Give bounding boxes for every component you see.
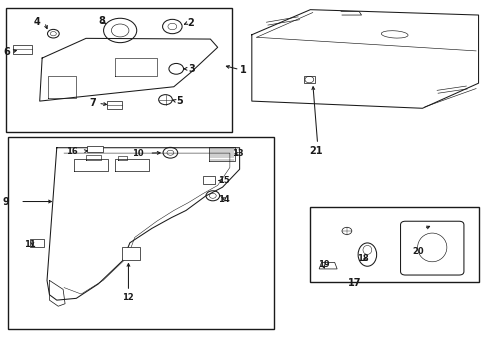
Text: 12: 12 bbox=[122, 293, 133, 302]
Text: 15: 15 bbox=[217, 176, 229, 185]
Text: 21: 21 bbox=[309, 146, 322, 156]
Text: 6: 6 bbox=[4, 46, 10, 57]
Text: 9: 9 bbox=[2, 197, 9, 207]
Text: 1: 1 bbox=[239, 64, 246, 75]
Text: 4: 4 bbox=[34, 17, 41, 27]
Text: 2: 2 bbox=[187, 18, 194, 28]
Text: 7: 7 bbox=[89, 98, 96, 108]
Bar bbox=[13, 45, 32, 54]
Text: 20: 20 bbox=[412, 247, 424, 256]
Bar bbox=[203, 176, 215, 184]
Bar bbox=[87, 146, 103, 152]
Text: 11: 11 bbox=[24, 240, 36, 249]
Polygon shape bbox=[319, 262, 336, 269]
Bar bbox=[310, 207, 478, 282]
Text: 5: 5 bbox=[176, 96, 183, 106]
Text: 17: 17 bbox=[347, 278, 361, 288]
Text: 3: 3 bbox=[188, 64, 195, 74]
Bar bbox=[107, 101, 122, 109]
Bar bbox=[8, 137, 273, 329]
Bar bbox=[5, 8, 232, 132]
Text: 19: 19 bbox=[318, 260, 329, 269]
Text: 8: 8 bbox=[98, 17, 105, 27]
Text: 13: 13 bbox=[232, 149, 244, 158]
Text: 10: 10 bbox=[132, 149, 143, 158]
Bar bbox=[30, 239, 43, 247]
Text: 18: 18 bbox=[356, 255, 367, 264]
Bar bbox=[304, 76, 314, 83]
Text: 14: 14 bbox=[217, 195, 229, 204]
Text: 16: 16 bbox=[65, 147, 77, 156]
Bar bbox=[122, 247, 140, 260]
FancyBboxPatch shape bbox=[400, 221, 463, 275]
